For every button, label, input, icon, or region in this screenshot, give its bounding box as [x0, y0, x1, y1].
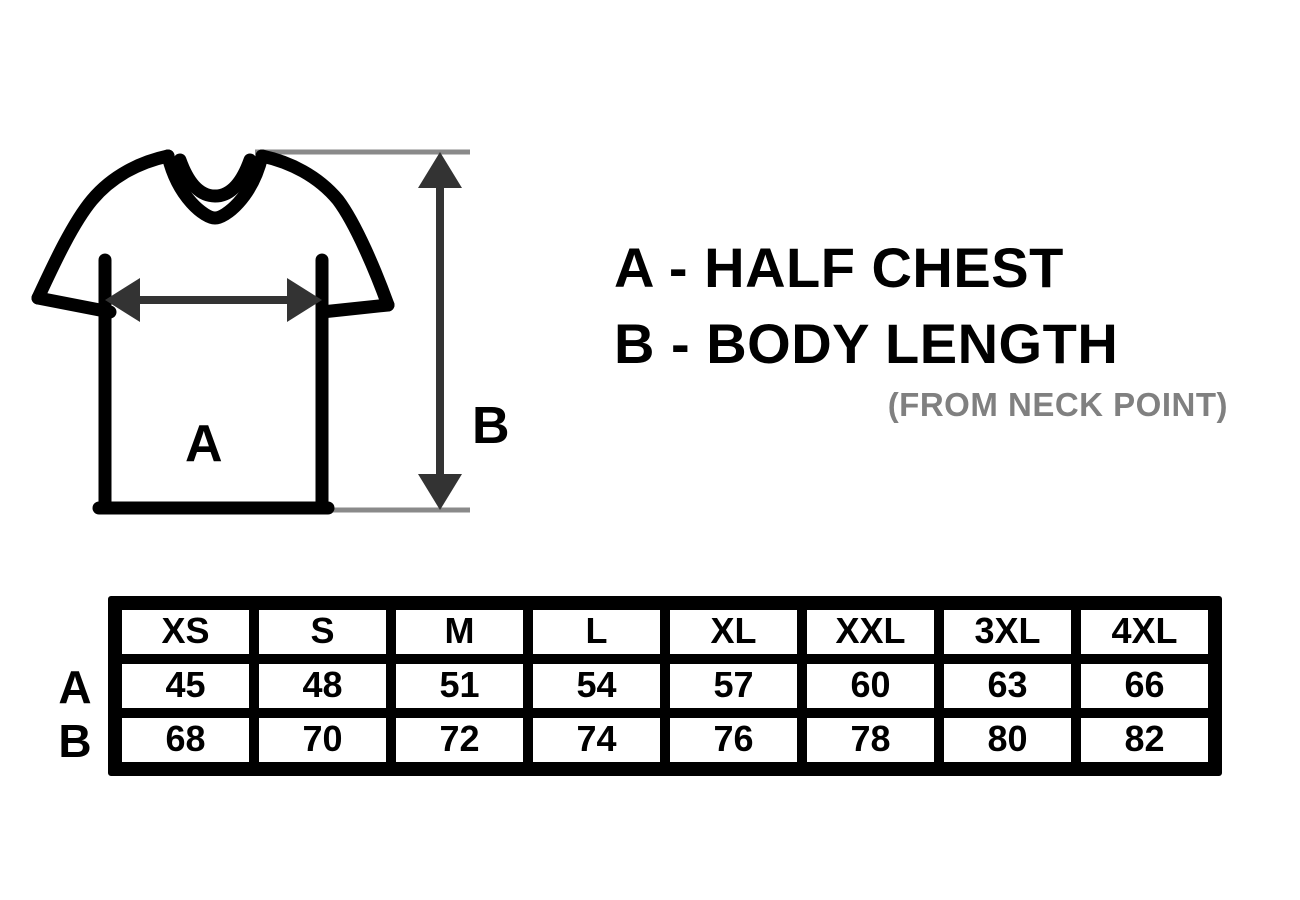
row-label-b: B: [58, 715, 92, 767]
table-header-cell: S: [254, 605, 391, 659]
table-header-cell: XS: [117, 605, 254, 659]
table-cell: 76: [665, 713, 802, 767]
dimension-arrow-a: [105, 278, 322, 322]
t-shirt-measurement-diagram: A B: [0, 100, 560, 560]
table-cell: 82: [1076, 713, 1213, 767]
table-row: 45 48 51 54 57 60 63 66: [117, 659, 1213, 713]
legend-note-from-neck-point: (FROM NECK POINT): [887, 386, 1228, 424]
table-cell: 48: [254, 659, 391, 713]
row-label-column: A B: [42, 596, 106, 768]
table-cell: 68: [117, 713, 254, 767]
dimension-arrow-b: [418, 152, 462, 510]
table-cell: 57: [665, 659, 802, 713]
table-header-cell: L: [528, 605, 665, 659]
table-header-cell: M: [391, 605, 528, 659]
table-cell: 63: [939, 659, 1076, 713]
table-row: 68 70 72 74 76 78 80 82: [117, 713, 1213, 767]
dimension-label-b: B: [472, 397, 510, 455]
t-shirt-outline: [31, 149, 395, 515]
legend-line-body-length: B - BODY LENGTH: [614, 311, 1119, 375]
table-cell: 54: [528, 659, 665, 713]
table-cell: 70: [254, 713, 391, 767]
size-table: XS S M L XL XXL 3XL 4XL 45 48 51 54 57 6…: [108, 596, 1222, 776]
table-cell: 80: [939, 713, 1076, 767]
table-header-row: XS S M L XL XXL 3XL 4XL: [117, 605, 1213, 659]
table-cell: 78: [802, 713, 939, 767]
table-header-cell: 3XL: [939, 605, 1076, 659]
size-table-container: A B XS S M L XL XXL 3XL 4XL 45 48 51: [42, 596, 1252, 776]
table-header-cell: XXL: [802, 605, 939, 659]
table-header-cell: 4XL: [1076, 605, 1213, 659]
table-cell: 60: [802, 659, 939, 713]
size-table-body: XS S M L XL XXL 3XL 4XL 45 48 51 54 57 6…: [117, 605, 1213, 767]
table-cell: 72: [391, 713, 528, 767]
dimension-label-a: A: [185, 415, 223, 473]
table-cell: 45: [117, 659, 254, 713]
legend-line-half-chest: A - HALF CHEST: [614, 236, 1064, 299]
measurement-legend: A - HALF CHEST B - BODY LENGTH (FROM NEC…: [614, 228, 1234, 424]
table-cell: 51: [391, 659, 528, 713]
table-cell: 66: [1076, 659, 1213, 713]
table-header-cell: XL: [665, 605, 802, 659]
row-label-a: A: [58, 661, 92, 713]
table-cell: 74: [528, 713, 665, 767]
